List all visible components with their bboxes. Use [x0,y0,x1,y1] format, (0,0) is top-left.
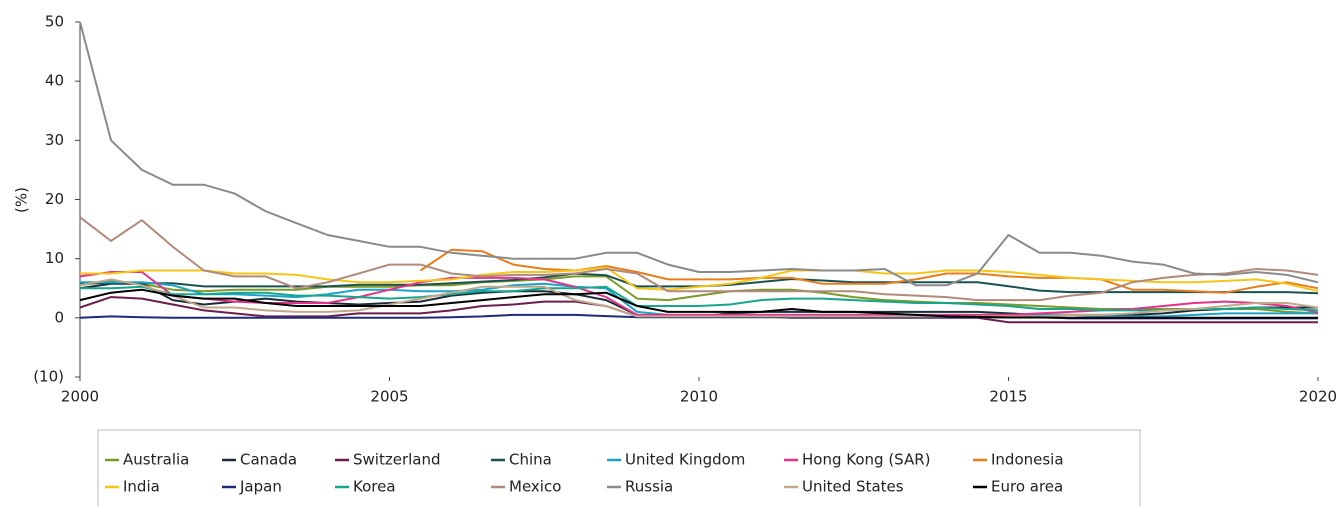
y-tick-label: 50 [45,13,64,31]
series-line [79,288,1318,319]
legend-label: Australia [123,451,189,469]
x-tick-label: 2005 [370,388,408,406]
legend-label: Switzerland [353,451,441,469]
y-axis-label: (%) [13,187,31,213]
y-tick-label: 10 [45,249,64,267]
y-tick-label: (10) [33,368,64,386]
legend-label: Hong Kong (SAR) [802,451,931,469]
legend-label: Mexico [509,478,561,496]
legend-label: India [123,478,160,496]
x-tick-label: 2010 [680,388,718,406]
legend-label: China [509,451,552,469]
legend-label: Japan [239,478,282,496]
legend-label: Euro area [991,478,1063,496]
legend-label: Indonesia [991,451,1064,469]
x-tick-label: 2015 [989,388,1027,406]
y-tick-label: 0 [54,308,64,326]
y-tick-label: 20 [45,190,64,208]
x-tick-label: 2020 [1299,388,1337,406]
y-tick-label: 40 [45,72,64,90]
series-line [79,21,1319,287]
legend-label: United Kingdom [625,451,745,469]
legend-label: Canada [240,451,297,469]
series-line [79,278,1319,318]
series-line [80,285,1319,312]
series-line [80,266,1319,293]
series-line [79,216,1319,302]
legend-label: Russia [625,478,673,496]
x-tick-label: 2000 [61,388,99,406]
y-tick-label: 30 [45,131,64,149]
legend-label: United States [802,478,904,496]
legend-label: Korea [353,478,396,496]
legend-box [97,429,1141,506]
